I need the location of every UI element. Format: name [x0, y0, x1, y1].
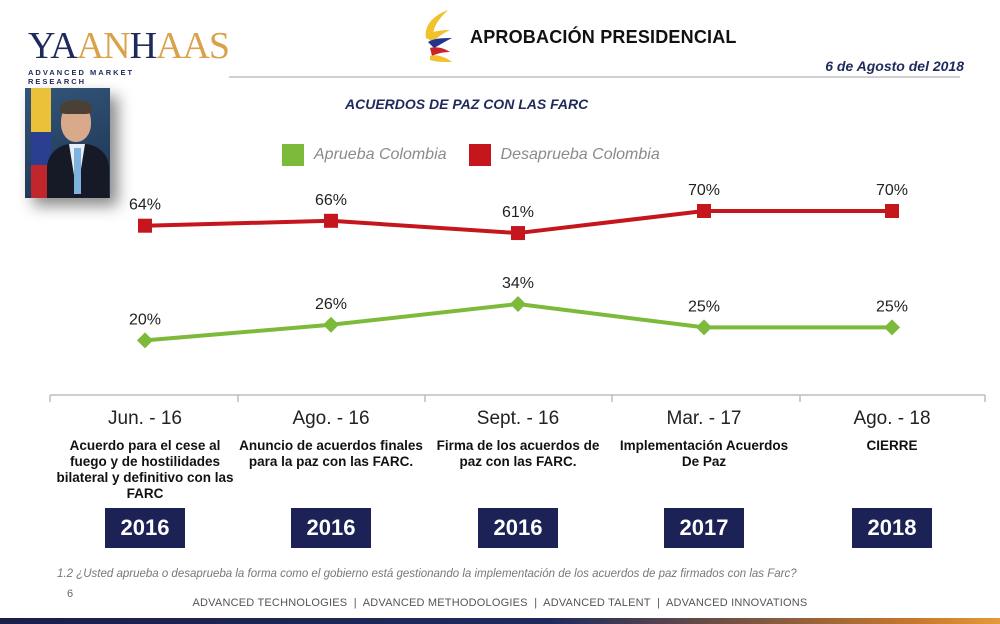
x-tick-label: Ago. - 18 [853, 408, 931, 429]
data-point-approve [884, 319, 900, 336]
legend-label-disapprove: Desaprueba Colombia [500, 146, 660, 163]
x-tick-label: Mar. - 17 [666, 408, 742, 429]
data-label: 70% [876, 182, 908, 199]
data-label: 25% [688, 298, 720, 315]
data-point-approve [323, 316, 339, 333]
data-label: 25% [876, 298, 908, 315]
x-tick-label: Jun. - 16 [108, 408, 182, 429]
data-label: 26% [315, 296, 347, 313]
logo-wordmark: YAANHAAS [28, 25, 230, 67]
data-point-disapprove [138, 218, 152, 233]
event-description: Implementación Acuerdos De Paz [619, 438, 789, 469]
data-label: 70% [688, 182, 720, 199]
data-label: 64% [129, 197, 161, 214]
legend-label-approve: Aprueba Colombia [314, 146, 447, 163]
data-point-disapprove [511, 226, 525, 241]
logo-part: H [129, 25, 157, 67]
logo-part: YA [28, 25, 78, 67]
portrait-tie [74, 148, 81, 194]
event-description: CIERRE [866, 438, 918, 453]
year-badge: 2017 [664, 508, 744, 548]
legend-swatch-approve [282, 144, 304, 166]
data-label: 66% [315, 192, 347, 209]
legend-swatch-disapprove [468, 144, 491, 166]
logo-part: AN [76, 25, 131, 67]
yanhaas-logo: YAANHAAS ADVANCED MARKET RESEARCH [28, 25, 230, 86]
chart-legend: Aprueba Colombia Desaprueba Colombia [282, 144, 682, 166]
data-point-disapprove [324, 213, 338, 228]
header-divider [229, 76, 960, 78]
event-description: Anuncio de acuerdos finales para la paz … [239, 438, 423, 469]
legend-item-disapprove: Desaprueba Colombia [468, 144, 660, 166]
footer-tagline: ADVANCED TECHNOLOGIES | ADVANCED METHODO… [192, 597, 808, 609]
year-badge: 2018 [852, 508, 932, 548]
chart-title: ACUERDOS DE PAZ CON LAS FARC [345, 96, 589, 112]
report-date: 6 de Agosto del 2018 [825, 58, 964, 74]
data-label: 61% [502, 204, 534, 221]
footer-bar [0, 618, 1000, 624]
data-label: 20% [129, 311, 161, 328]
president-portrait [25, 88, 110, 198]
portrait-hair [60, 100, 92, 114]
year-badge: 2016 [478, 508, 558, 548]
page-title: APROBACIÓN PRESIDENCIAL [470, 27, 737, 47]
data-point-disapprove [697, 204, 711, 218]
data-point-approve [137, 332, 153, 349]
data-point-approve [696, 319, 712, 336]
page-number: 6 [67, 588, 74, 600]
data-point-approve [510, 296, 526, 312]
event-description: Acuerdo para el cese al fuego y de hosti… [56, 438, 234, 501]
year-badge: 2016 [291, 508, 371, 548]
survey-question: 1.2 ¿Usted aprueba o desaprueba la forma… [57, 568, 797, 580]
logo-part: AAS [156, 25, 230, 67]
colombia-emblem-icon [425, 10, 452, 62]
event-description: Firma de los acuerdos de paz con las FAR… [436, 438, 600, 469]
flag-graphic [31, 88, 51, 198]
data-label: 34% [502, 275, 534, 292]
year-badge: 2016 [105, 508, 185, 548]
data-point-disapprove [885, 204, 899, 218]
logo-tagline: ADVANCED MARKET RESEARCH [28, 68, 135, 86]
legend-item-approve: Aprueba Colombia [282, 144, 447, 166]
x-tick-label: Ago. - 16 [292, 408, 370, 429]
x-tick-label: Sept. - 16 [476, 408, 560, 429]
